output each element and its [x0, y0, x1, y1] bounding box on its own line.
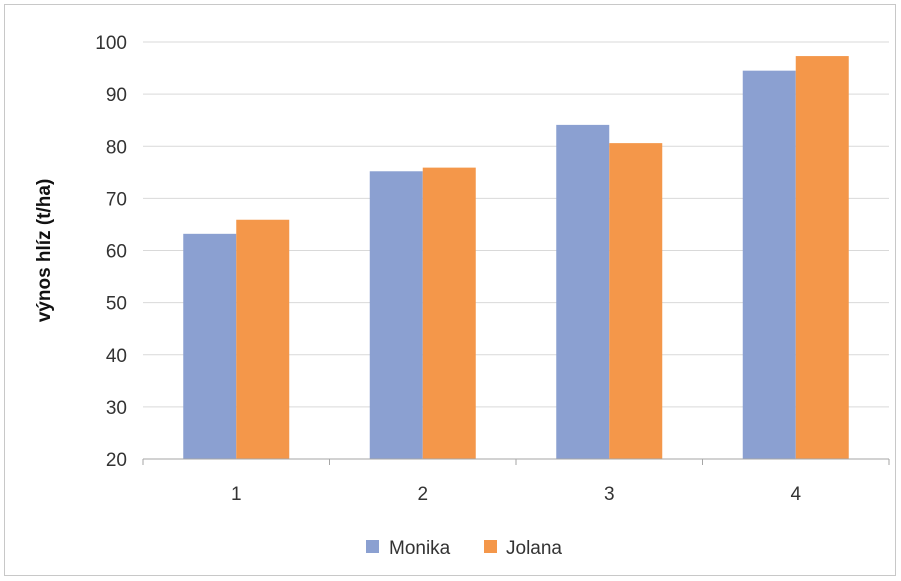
axes [142, 458, 890, 465]
x-tick-label: 1 [231, 484, 242, 505]
bar-monika-2 [369, 171, 423, 459]
y-tick-label: 90 [106, 85, 127, 106]
y-tick-label: 80 [106, 137, 127, 158]
y-tick-label: 20 [106, 450, 127, 471]
x-tick-label: 3 [604, 484, 615, 505]
legend-label-jolana: Jolana [506, 538, 562, 559]
y-tick-label: 100 [95, 33, 127, 54]
legend-swatch-jolana [484, 540, 497, 553]
legend-label-monika: Monika [389, 538, 451, 559]
x-tick-label: 2 [417, 484, 428, 505]
y-tick-label: 60 [106, 242, 127, 263]
y-tick-label: 50 [106, 294, 127, 315]
y-tick-labels: 20 30 40 50 60 70 80 90 100 [95, 33, 127, 471]
y-axis-title: výnos hlíz (t/ha) [34, 179, 55, 323]
bar-monika-4 [742, 70, 796, 459]
x-tick-labels: 1 2 3 4 [231, 484, 802, 505]
bar-jolana-2 [422, 167, 476, 459]
bar-jolana-4 [795, 56, 849, 459]
bar-monika-3 [556, 124, 610, 459]
bars [183, 56, 849, 459]
legend-swatch-monika [366, 540, 379, 553]
y-tick-label: 70 [106, 189, 127, 210]
y-tick-label: 40 [106, 346, 127, 367]
legend: Monika Jolana [366, 538, 562, 559]
bar-jolana-1 [236, 219, 290, 459]
x-tick-label: 4 [790, 484, 801, 505]
y-tick-label: 30 [106, 398, 127, 419]
bar-jolana-3 [609, 143, 663, 459]
bar-monika-1 [183, 233, 237, 459]
